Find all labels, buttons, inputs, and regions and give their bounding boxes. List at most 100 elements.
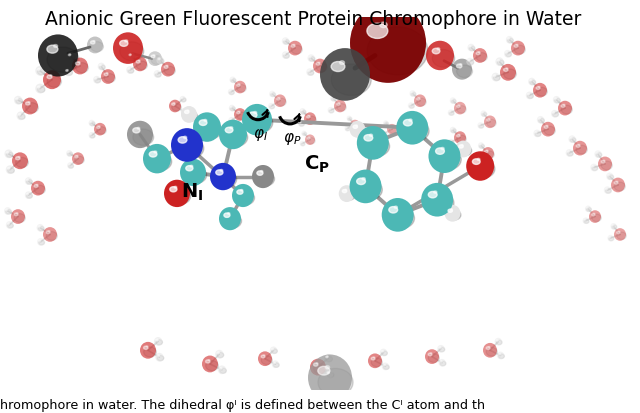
Ellipse shape [592, 214, 602, 222]
Ellipse shape [493, 75, 500, 81]
Ellipse shape [67, 152, 69, 153]
Ellipse shape [284, 39, 285, 40]
Ellipse shape [66, 70, 72, 75]
Ellipse shape [146, 346, 148, 347]
Ellipse shape [156, 339, 158, 341]
Ellipse shape [264, 355, 265, 356]
Ellipse shape [337, 103, 340, 105]
Circle shape [381, 198, 413, 232]
Ellipse shape [186, 167, 207, 183]
Circle shape [495, 57, 504, 66]
Circle shape [585, 206, 591, 212]
Ellipse shape [164, 66, 168, 69]
Ellipse shape [325, 366, 330, 369]
Ellipse shape [301, 142, 305, 146]
Ellipse shape [184, 111, 197, 121]
Circle shape [368, 354, 382, 368]
Ellipse shape [608, 175, 614, 179]
Ellipse shape [499, 354, 500, 355]
Ellipse shape [239, 84, 240, 85]
Ellipse shape [316, 62, 320, 65]
Ellipse shape [237, 190, 243, 194]
Ellipse shape [229, 90, 234, 95]
Ellipse shape [328, 372, 330, 373]
Ellipse shape [97, 126, 100, 128]
Ellipse shape [284, 40, 289, 44]
Ellipse shape [78, 62, 80, 63]
Circle shape [17, 112, 25, 120]
Circle shape [304, 112, 316, 125]
Ellipse shape [172, 104, 181, 111]
Ellipse shape [612, 225, 614, 226]
Ellipse shape [34, 185, 45, 194]
Ellipse shape [39, 86, 40, 87]
Ellipse shape [332, 64, 371, 95]
Circle shape [87, 36, 103, 53]
Ellipse shape [516, 44, 518, 45]
Circle shape [232, 184, 254, 207]
Ellipse shape [535, 132, 541, 136]
Circle shape [380, 349, 387, 356]
Ellipse shape [132, 128, 140, 133]
Ellipse shape [461, 145, 463, 146]
Circle shape [598, 157, 612, 171]
Circle shape [300, 108, 306, 115]
Circle shape [72, 57, 88, 74]
Ellipse shape [329, 109, 331, 110]
Ellipse shape [261, 355, 265, 358]
Circle shape [37, 238, 44, 246]
Ellipse shape [231, 78, 232, 79]
Ellipse shape [457, 135, 460, 137]
Ellipse shape [477, 158, 480, 160]
Circle shape [156, 353, 164, 362]
Ellipse shape [384, 122, 388, 125]
Ellipse shape [536, 87, 540, 89]
Ellipse shape [308, 70, 310, 72]
Ellipse shape [479, 124, 481, 125]
Ellipse shape [54, 45, 58, 47]
Ellipse shape [552, 112, 555, 113]
Circle shape [36, 224, 44, 232]
Ellipse shape [384, 122, 386, 123]
Circle shape [537, 116, 544, 123]
Ellipse shape [391, 126, 392, 127]
Circle shape [156, 56, 164, 64]
Circle shape [31, 181, 45, 195]
Circle shape [140, 342, 156, 359]
Ellipse shape [241, 190, 243, 191]
Ellipse shape [237, 84, 240, 86]
Circle shape [43, 227, 57, 242]
Circle shape [171, 128, 203, 162]
Ellipse shape [440, 361, 442, 362]
Ellipse shape [19, 114, 25, 119]
Circle shape [12, 152, 28, 169]
Circle shape [526, 92, 533, 99]
Ellipse shape [504, 68, 508, 71]
Ellipse shape [99, 126, 100, 127]
Circle shape [320, 48, 370, 101]
Ellipse shape [182, 110, 187, 114]
Ellipse shape [605, 188, 607, 190]
Ellipse shape [230, 127, 233, 129]
Ellipse shape [409, 119, 412, 121]
Ellipse shape [257, 171, 263, 175]
Ellipse shape [497, 339, 498, 340]
Circle shape [349, 170, 381, 203]
Ellipse shape [15, 157, 28, 168]
Ellipse shape [319, 62, 320, 63]
Circle shape [14, 96, 22, 104]
Ellipse shape [394, 206, 397, 209]
Ellipse shape [291, 45, 295, 47]
Ellipse shape [314, 364, 326, 374]
Ellipse shape [308, 71, 314, 75]
Circle shape [448, 139, 454, 145]
Ellipse shape [514, 45, 525, 54]
Circle shape [325, 370, 333, 378]
Ellipse shape [39, 68, 40, 69]
Ellipse shape [186, 166, 193, 171]
Ellipse shape [383, 365, 385, 366]
Circle shape [611, 223, 616, 230]
Circle shape [288, 41, 302, 55]
Ellipse shape [301, 110, 303, 111]
Circle shape [445, 205, 461, 222]
